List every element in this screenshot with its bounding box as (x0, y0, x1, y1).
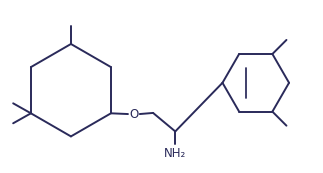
Text: NH₂: NH₂ (164, 147, 186, 160)
Text: O: O (129, 108, 139, 121)
